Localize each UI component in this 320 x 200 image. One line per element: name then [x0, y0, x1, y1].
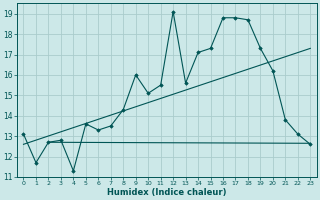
X-axis label: Humidex (Indice chaleur): Humidex (Indice chaleur) — [107, 188, 227, 197]
